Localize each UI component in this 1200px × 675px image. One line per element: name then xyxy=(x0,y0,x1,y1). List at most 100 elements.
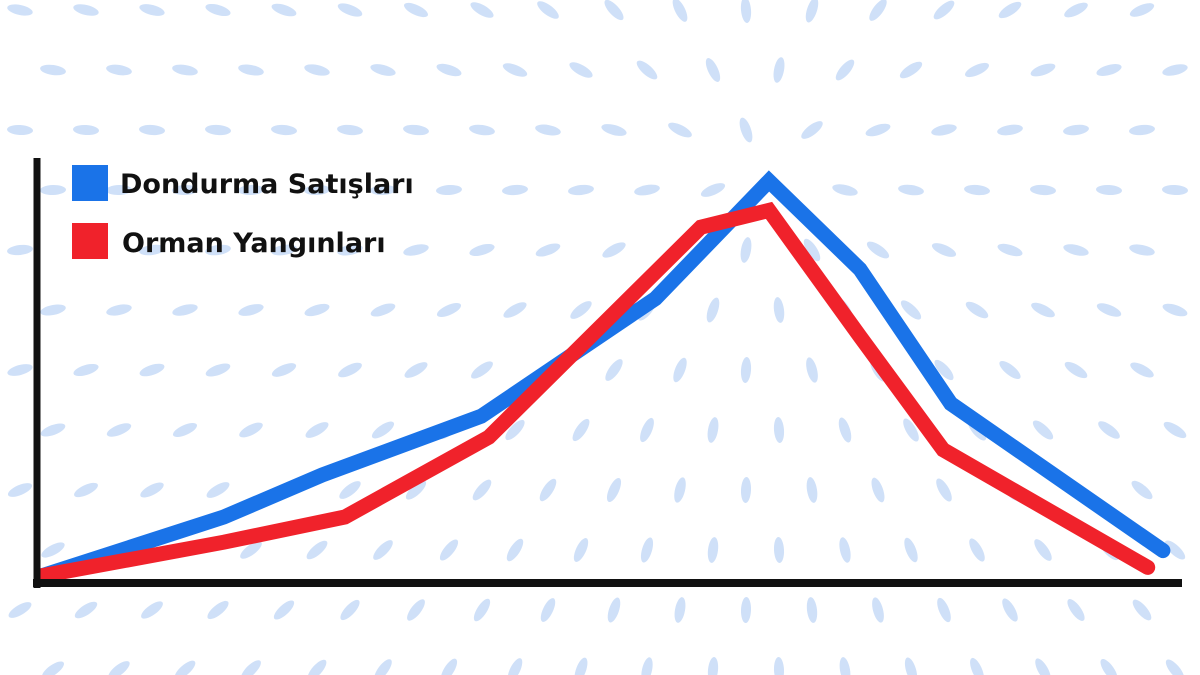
background-dash xyxy=(172,64,198,76)
background-dash xyxy=(1031,302,1055,318)
background-dash xyxy=(900,300,922,320)
background-dash xyxy=(998,1,1022,19)
background-dash xyxy=(472,479,492,501)
background-dash xyxy=(773,297,785,323)
background-dash xyxy=(869,0,887,21)
background-dash xyxy=(273,600,295,620)
background-dash xyxy=(673,357,687,383)
background-dash xyxy=(801,121,823,139)
background-dash xyxy=(740,357,752,383)
background-dash xyxy=(740,597,752,623)
background-dash xyxy=(1064,361,1088,379)
background-dash xyxy=(404,2,428,18)
background-dash xyxy=(803,238,821,262)
background-dash xyxy=(674,597,686,623)
background-dash xyxy=(602,242,626,258)
background-dash xyxy=(473,598,491,622)
background-dash xyxy=(997,124,1023,136)
background-dash xyxy=(1131,480,1153,500)
series-line-dondurma-satislari xyxy=(34,170,1171,584)
background-dash xyxy=(139,4,165,16)
background-dash xyxy=(805,0,819,23)
background-dash xyxy=(340,599,360,621)
background-dash xyxy=(7,244,33,256)
background-dash xyxy=(207,600,229,620)
background-dash xyxy=(937,597,951,623)
background-dash xyxy=(172,304,198,316)
background-dash xyxy=(139,124,165,136)
background-dash xyxy=(605,359,623,381)
background-dash xyxy=(440,658,458,675)
background-dash xyxy=(999,360,1021,380)
background-dash xyxy=(337,244,363,256)
background-dash xyxy=(306,540,328,560)
background-dash xyxy=(903,418,919,442)
background-dash xyxy=(7,364,33,376)
background-dash xyxy=(8,602,32,618)
background-dash xyxy=(640,537,654,563)
background-dash xyxy=(106,64,132,76)
background-dash xyxy=(570,301,592,319)
background-dash xyxy=(373,540,393,560)
background-dash xyxy=(370,303,396,317)
background-dash xyxy=(1002,598,1018,622)
background-dash xyxy=(42,661,64,675)
background-dash xyxy=(141,601,163,619)
background-dash xyxy=(239,422,263,438)
background-dash xyxy=(74,482,98,498)
background-dash xyxy=(838,417,852,443)
background-dash xyxy=(931,243,957,257)
background-dash xyxy=(271,124,297,136)
background-dash xyxy=(540,598,556,622)
background-dash xyxy=(172,184,198,196)
background-dash xyxy=(7,4,33,16)
background-dash xyxy=(1063,124,1089,136)
background-dash xyxy=(436,63,462,77)
background-dash xyxy=(469,124,495,136)
legend: Dondurma Satışları Orman Yangınları xyxy=(72,165,414,259)
background-dash xyxy=(507,658,523,675)
background-dash xyxy=(74,601,98,619)
background-dash xyxy=(707,657,719,675)
background-dash xyxy=(965,301,989,319)
axes xyxy=(33,158,1182,588)
background-dash xyxy=(539,478,557,502)
background-dash xyxy=(40,184,66,196)
background-dash xyxy=(106,304,132,316)
background-dash xyxy=(934,359,954,381)
background-dash xyxy=(304,64,330,76)
background-dash xyxy=(1100,658,1118,675)
legend-swatch-orman-yanginlari xyxy=(72,223,108,259)
background-dash xyxy=(933,0,955,20)
background-dash xyxy=(337,3,363,17)
background-dash xyxy=(904,657,918,675)
background-dash xyxy=(1132,599,1152,621)
background-dash xyxy=(1067,599,1085,621)
background-dash xyxy=(965,62,989,78)
background-dash-pattern xyxy=(7,0,1188,675)
background-dash xyxy=(271,244,297,256)
background-dash xyxy=(607,597,621,623)
background-dash xyxy=(370,184,396,196)
background-dash xyxy=(503,302,527,318)
background-dash xyxy=(839,537,851,563)
background-dash xyxy=(641,657,653,675)
background-dash xyxy=(569,62,593,78)
background-dash xyxy=(40,423,66,437)
background-dash xyxy=(640,417,654,443)
background-dash xyxy=(668,122,692,138)
background-dash xyxy=(572,418,590,442)
background-dash xyxy=(706,297,720,323)
background-dash xyxy=(337,124,363,136)
background-dash xyxy=(832,184,858,196)
background-dash xyxy=(574,657,588,675)
legend-label-dondurma-satislari: Dondurma Satışları xyxy=(120,169,414,200)
background-dash xyxy=(7,483,33,497)
background-dash xyxy=(405,480,427,500)
background-dash xyxy=(271,363,297,377)
background-dash xyxy=(304,184,330,196)
background-dash xyxy=(139,244,165,256)
background-dash xyxy=(898,184,924,196)
background-dash xyxy=(1030,63,1056,77)
